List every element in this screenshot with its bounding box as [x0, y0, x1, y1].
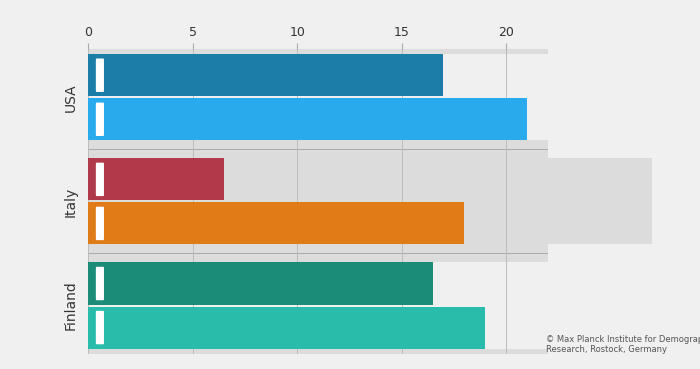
Bar: [88, 54, 652, 140]
Bar: [88, 54, 443, 96]
FancyBboxPatch shape: [96, 311, 104, 344]
FancyBboxPatch shape: [96, 207, 104, 240]
Bar: [88, 203, 464, 244]
Bar: [88, 262, 652, 349]
Bar: [88, 262, 433, 304]
FancyBboxPatch shape: [96, 59, 104, 92]
Text: © Max Planck Institute for Demographic
Research, Rostock, Germany: © Max Planck Institute for Demographic R…: [546, 335, 700, 354]
FancyBboxPatch shape: [96, 267, 104, 300]
Bar: [88, 307, 485, 349]
Bar: [88, 158, 224, 200]
Bar: [88, 98, 527, 140]
FancyBboxPatch shape: [96, 163, 104, 196]
FancyBboxPatch shape: [96, 103, 104, 136]
Bar: [88, 158, 652, 244]
